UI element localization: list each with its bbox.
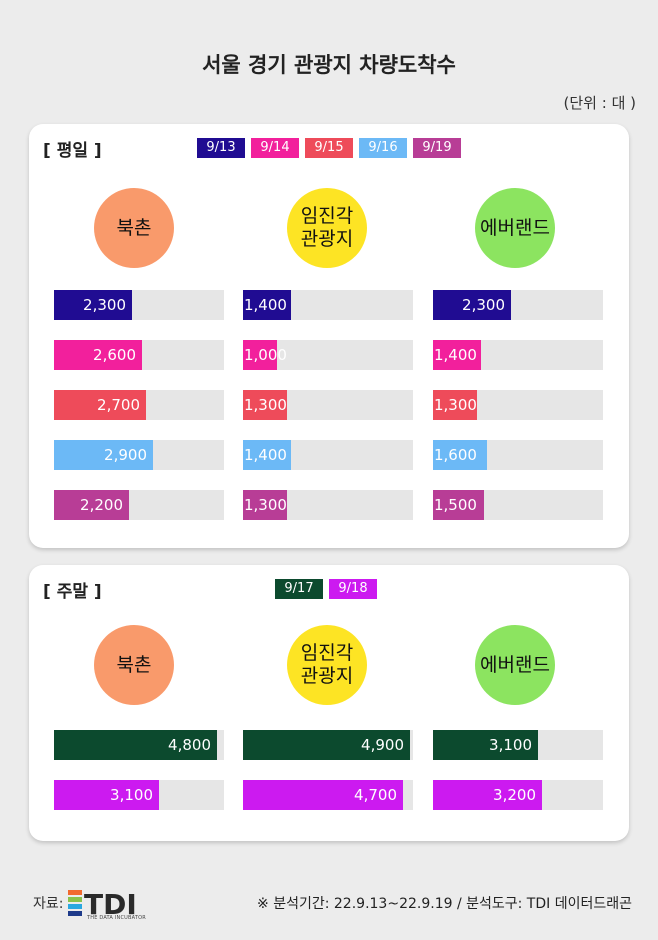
bar-track: 1,400 <box>243 440 413 470</box>
bar <box>433 290 511 320</box>
bar-value-label: 1,400 <box>434 346 477 364</box>
panel-title: [ 주말 ] <box>43 582 102 602</box>
bar <box>433 730 538 760</box>
bar <box>54 730 217 760</box>
bar <box>54 390 146 420</box>
bar-track: 2,300 <box>433 290 603 320</box>
bar-track: 2,300 <box>54 290 224 320</box>
bar-track: 4,800 <box>54 730 224 760</box>
bar-value-label: 2,700 <box>97 396 140 414</box>
bar <box>243 340 277 370</box>
bar <box>243 440 291 470</box>
bar-value-label: 1,600 <box>434 446 477 464</box>
bar <box>433 390 477 420</box>
bar-value-label: 2,300 <box>83 296 126 314</box>
weekday-panel: [ 평일 ] 9/13 9/14 9/15 9/16 9/19 북촌 임진각 관광지 에버랜… <box>29 124 629 548</box>
bar-value-label: 3,100 <box>489 736 532 754</box>
location-circle: 임진각 관광지 <box>287 188 367 268</box>
bar-value-label: 2,600 <box>93 346 136 364</box>
bar-track: 1,500 <box>433 490 603 520</box>
legend-item: 9/16 <box>359 138 407 158</box>
bar-value-label: 2,200 <box>80 496 123 514</box>
bar <box>243 390 287 420</box>
legend-item: 9/17 <box>275 579 323 599</box>
bar <box>243 290 291 320</box>
bar-value-label: 3,200 <box>493 786 536 804</box>
bar-value-label: 1,000 <box>244 346 287 364</box>
bar-value-label: 1,400 <box>244 446 287 464</box>
bar-track: 2,900 <box>54 440 224 470</box>
legend-item: 9/19 <box>413 138 461 158</box>
bar-track: 1,300 <box>243 490 413 520</box>
chart-title: 서울 경기 관광지 차량도착수 <box>202 53 456 77</box>
bar <box>243 730 410 760</box>
bar-track: 1,300 <box>243 390 413 420</box>
bar <box>243 490 287 520</box>
location-circle: 북촌 <box>94 625 174 705</box>
location-circle: 임진각 관광지 <box>287 625 367 705</box>
bar <box>54 780 159 810</box>
bar <box>54 440 153 470</box>
bar-value-label: 4,800 <box>168 736 211 754</box>
location-circle: 북촌 <box>94 188 174 268</box>
bar <box>433 780 542 810</box>
bar-track: 2,700 <box>54 390 224 420</box>
bar-track: 4,700 <box>243 780 413 810</box>
bar <box>54 340 142 370</box>
weekend-panel: [ 주말 ] 9/17 9/18 북촌 임진각 관광지 에버랜드 4,800 4,900 3… <box>29 565 629 841</box>
bar <box>433 440 487 470</box>
bar-track: 3,100 <box>54 780 224 810</box>
location-circle: 에버랜드 <box>475 625 555 705</box>
bar-track: 3,100 <box>433 730 603 760</box>
bar-value-label: 1,300 <box>434 396 477 414</box>
source-label: 자료: <box>33 896 64 912</box>
bar <box>433 340 481 370</box>
bar-value-label: 4,900 <box>361 736 404 754</box>
legend: 9/13 9/14 9/15 9/16 9/19 <box>197 138 461 158</box>
bar-track: 1,400 <box>433 340 603 370</box>
bar-track: 4,900 <box>243 730 413 760</box>
bar-value-label: 1,500 <box>434 496 477 514</box>
bar <box>433 490 484 520</box>
bar-value-label: 2,900 <box>104 446 147 464</box>
logo-subtitle: THE DATA INCUBATOR <box>87 915 146 921</box>
location-circle: 에버랜드 <box>475 188 555 268</box>
bar-value-label: 2,300 <box>462 296 505 314</box>
bar-value-label: 4,700 <box>354 786 397 804</box>
bar-value-label: 1,300 <box>244 496 287 514</box>
legend-item: 9/14 <box>251 138 299 158</box>
bar-track: 3,200 <box>433 780 603 810</box>
bar <box>54 490 129 520</box>
bar-track: 1,000 <box>243 340 413 370</box>
legend-item: 9/18 <box>329 579 377 599</box>
legend-item: 9/15 <box>305 138 353 158</box>
analysis-note: ※ 분석기간: 22.9.13~22.9.19 / 분석도구: TDI 데이터드… <box>257 896 632 912</box>
bar <box>54 290 132 320</box>
bar-value-label: 1,300 <box>244 396 287 414</box>
bar-value-label: 3,100 <box>110 786 153 804</box>
logo-text: TDI <box>84 888 137 921</box>
tdi-logo: TDI <box>68 888 137 921</box>
bar <box>243 780 403 810</box>
bar-track: 2,600 <box>54 340 224 370</box>
legend: 9/17 9/18 <box>275 579 377 599</box>
bar-track: 1,400 <box>243 290 413 320</box>
legend-item: 9/13 <box>197 138 245 158</box>
bar-value-label: 1,400 <box>244 296 287 314</box>
bar-track: 1,300 <box>433 390 603 420</box>
unit-label: (단위 : 대 ) <box>563 94 636 112</box>
bar-track: 1,600 <box>433 440 603 470</box>
bar-track: 2,200 <box>54 490 224 520</box>
panel-title: [ 평일 ] <box>43 141 102 161</box>
